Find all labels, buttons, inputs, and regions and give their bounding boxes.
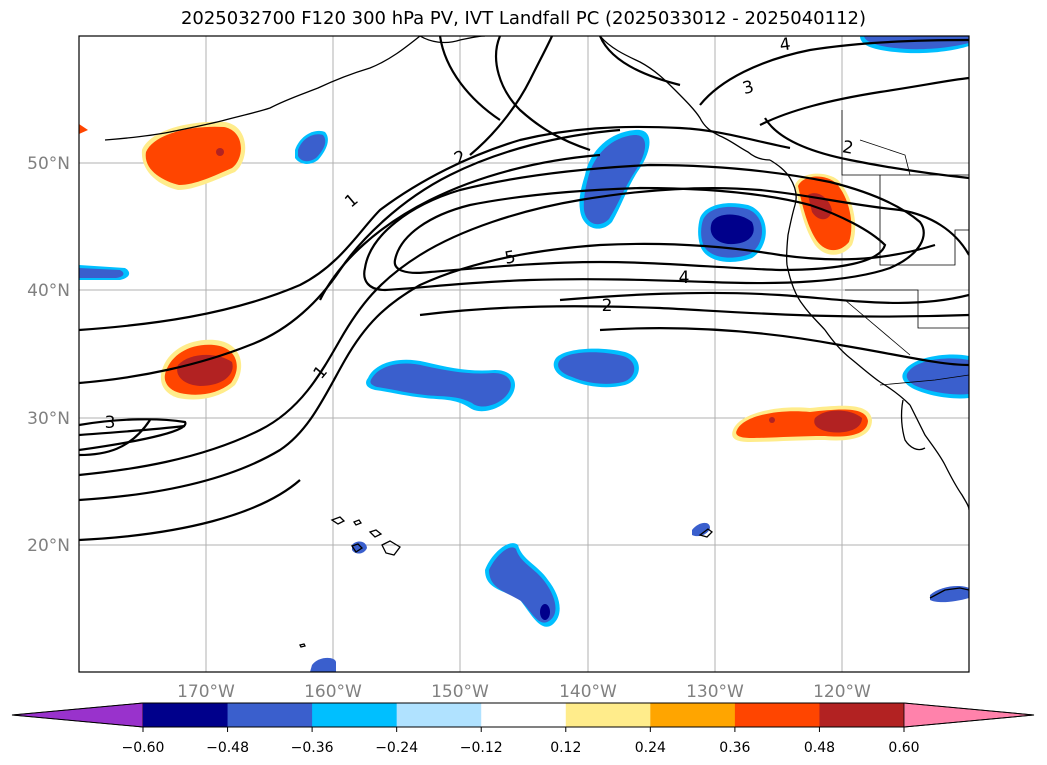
coastlines bbox=[104, 36, 969, 648]
chart-title: 2025032700 F120 300 hPa PV, IVT Landfall… bbox=[180, 8, 867, 29]
pv-contours bbox=[79, 36, 969, 542]
colorbar-segment bbox=[312, 703, 398, 727]
coast-alaska-pan bbox=[599, 36, 771, 161]
colorbar-tick-label: −0.12 bbox=[460, 740, 503, 756]
colorbar-segment bbox=[565, 703, 651, 727]
lat-label: 50°N bbox=[27, 154, 70, 174]
colorbar-segment bbox=[819, 703, 905, 727]
borders bbox=[841, 110, 969, 386]
positive-shading bbox=[79, 121, 872, 442]
contour-5 bbox=[393, 186, 887, 274]
colorbar-segment bbox=[734, 703, 820, 727]
lon-labels: 170°W 160°W 150°W 140°W 130°W 120°W bbox=[177, 682, 871, 702]
lat-label: 30°N bbox=[27, 409, 70, 429]
lat-label: 20°N bbox=[27, 536, 70, 556]
colorbar-segment bbox=[481, 703, 567, 727]
colorbar-tick-label: −0.48 bbox=[206, 740, 249, 756]
contour-1-outer bbox=[79, 125, 791, 332]
colorbar bbox=[11, 702, 1035, 728]
colorbar-extend-min bbox=[11, 702, 144, 728]
contour-label: 2 bbox=[602, 296, 613, 316]
contour-label: 3 bbox=[740, 77, 756, 99]
colorbar-segment bbox=[396, 703, 482, 727]
contour-2 bbox=[469, 36, 554, 156]
colorbar-tick-label: 0.48 bbox=[804, 740, 835, 756]
colorbar-segment bbox=[227, 703, 313, 727]
map-border bbox=[78, 35, 970, 673]
blob-neg-bottom bbox=[310, 657, 336, 672]
contour-label: 3 bbox=[105, 413, 116, 433]
contour-label: 5 bbox=[503, 247, 517, 269]
lon-label: 130°W bbox=[686, 682, 744, 702]
colorbar-tick-label: 0.36 bbox=[719, 740, 750, 756]
lon-label: 170°W bbox=[177, 682, 235, 702]
contour-label: 4 bbox=[679, 268, 690, 288]
contour-label: 2 bbox=[841, 137, 855, 159]
colorbar-tick-label: 0.24 bbox=[635, 740, 666, 756]
contour-label: 4 bbox=[778, 34, 792, 55]
blob-pos-corner bbox=[79, 124, 88, 134]
negative-shading bbox=[79, 36, 969, 672]
lon-label: 120°W bbox=[813, 682, 871, 702]
lon-label: 160°W bbox=[304, 682, 362, 702]
coast-islands-hawaii bbox=[330, 516, 401, 556]
colorbar-segment bbox=[143, 703, 229, 727]
colorbar-tick-label: −0.60 bbox=[122, 740, 165, 756]
colorbar-tick-label: −0.24 bbox=[375, 740, 418, 756]
colorbar-tick-label: 0.12 bbox=[550, 740, 581, 756]
blob-neg-small-mid bbox=[692, 522, 710, 537]
colorbar-tick-label: −0.36 bbox=[291, 740, 334, 756]
colorbar-ticks: −0.60 −0.48 −0.36 −0.24 −0.12 0.12 0.24 0.36 0.4… bbox=[122, 727, 920, 756]
lat-labels: 50°N 40°N 30°N 20°N bbox=[27, 154, 70, 556]
colorbar-tick-label: 0.60 bbox=[888, 740, 919, 756]
colorbar-segment bbox=[650, 703, 736, 727]
lon-label: 150°W bbox=[431, 682, 489, 702]
lat-label: 40°N bbox=[27, 281, 70, 301]
coast-baja bbox=[909, 404, 969, 511]
blob-neg-small-se bbox=[930, 586, 969, 603]
contour-4 bbox=[363, 163, 925, 292]
coast-alaska bbox=[104, 36, 421, 141]
coast-bc bbox=[769, 159, 797, 266]
lon-label: 140°W bbox=[559, 682, 617, 702]
colorbar-extend-max bbox=[903, 702, 1035, 728]
